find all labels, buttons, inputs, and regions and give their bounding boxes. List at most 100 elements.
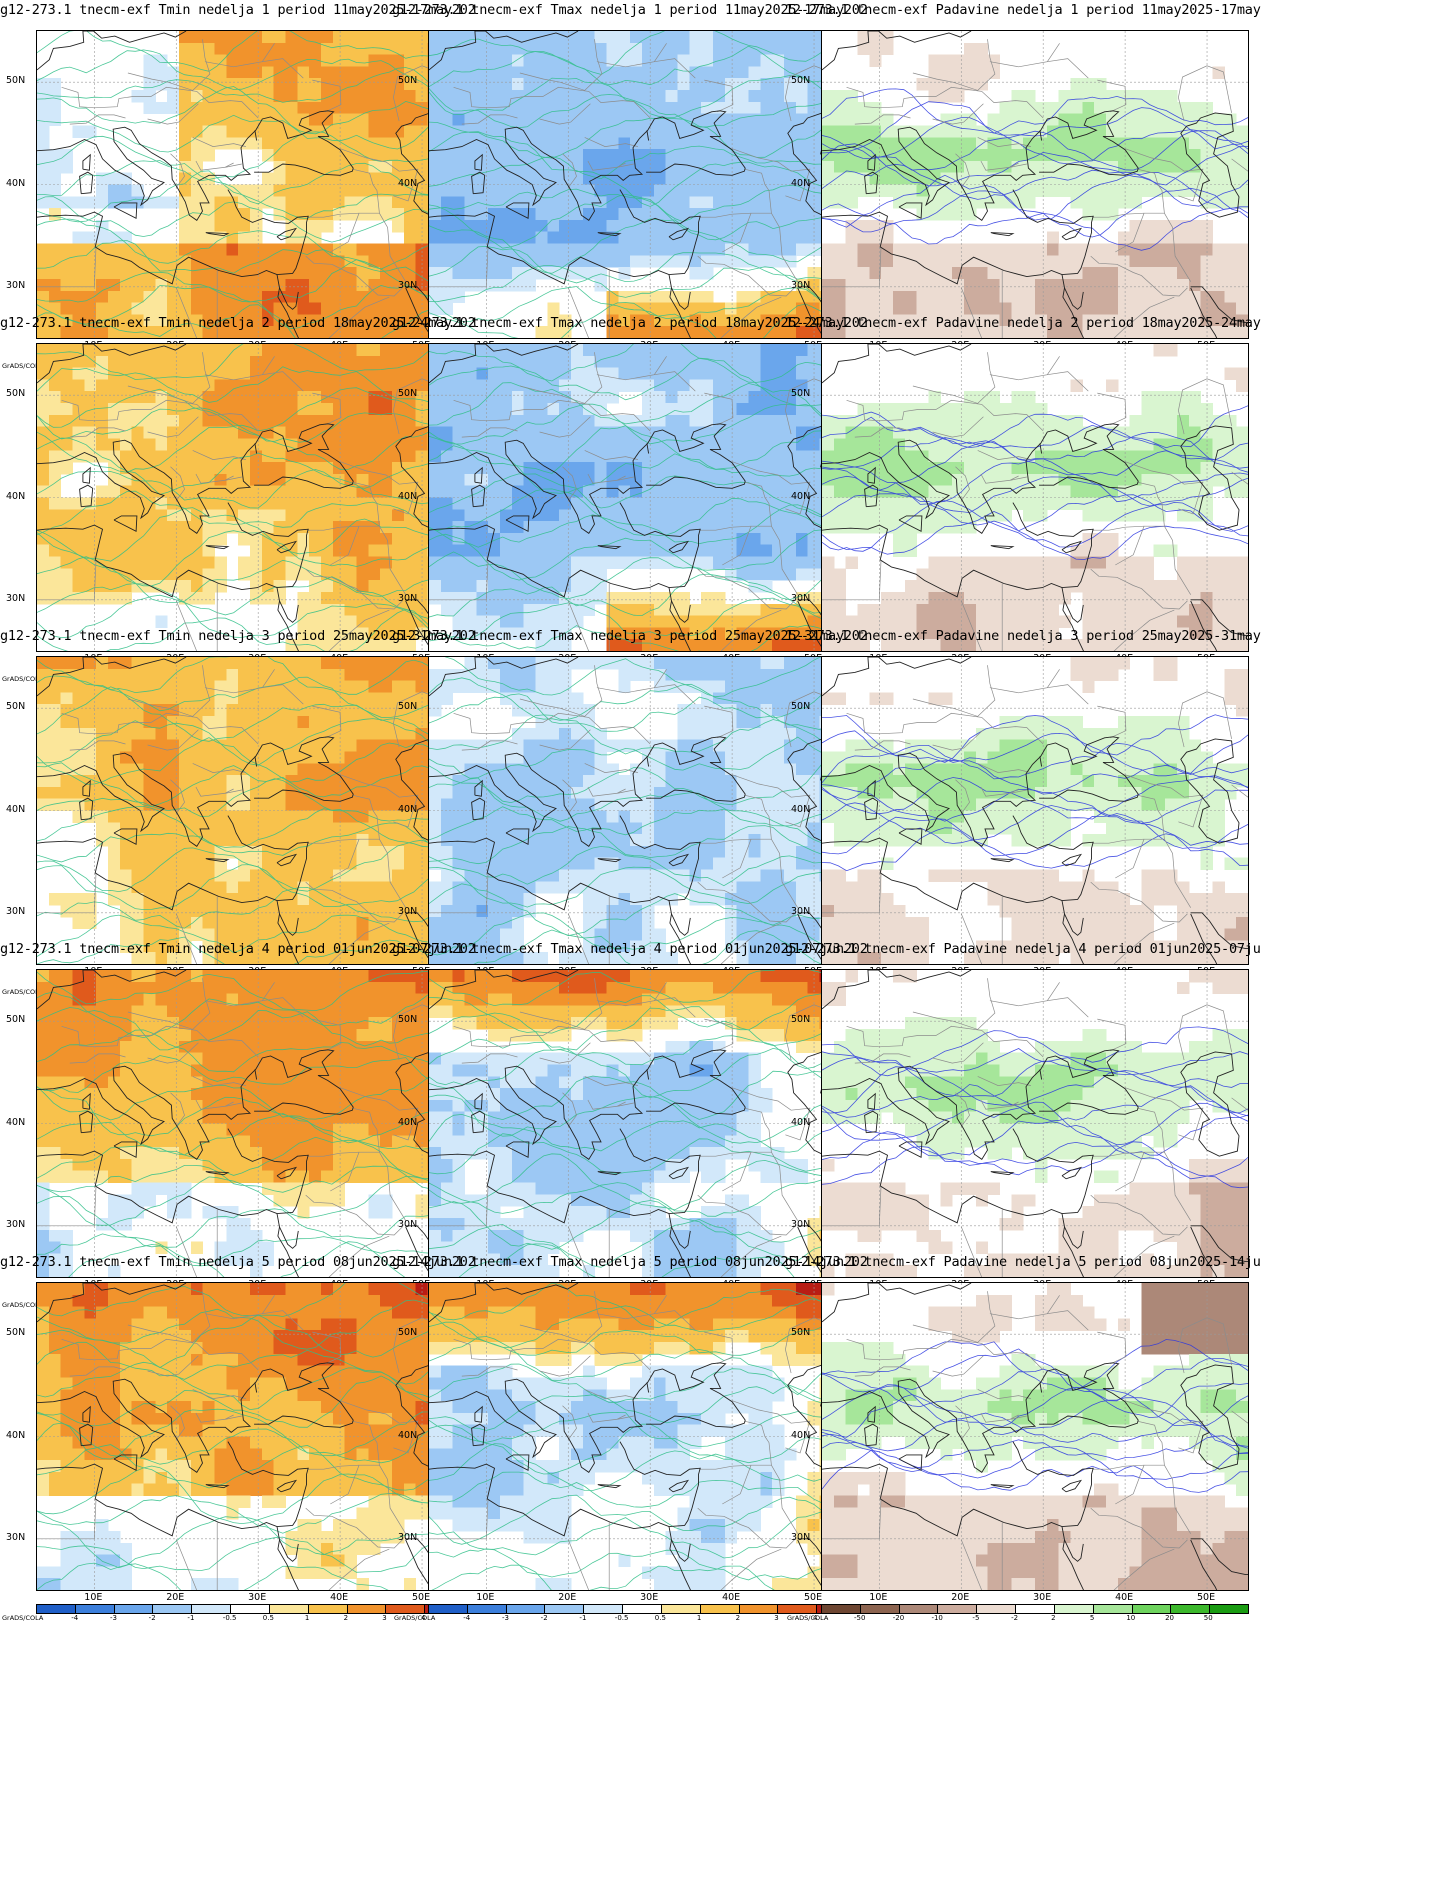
map-plot-area	[821, 969, 1249, 1278]
colorbar-label: 20	[1165, 1614, 1174, 1622]
map-panel-prec-week-2: 12-273.1 tnecm-exf Padavine nedelja 2 pe…	[785, 313, 1263, 692]
longitude-tick-label: 40E	[330, 1592, 349, 1603]
colorbar-swatch	[860, 1605, 900, 1613]
latitude-tick-label: 50N	[791, 701, 811, 713]
graticule	[822, 657, 1248, 964]
latitude-tick-label: 50N	[6, 75, 26, 87]
climatology-contours	[429, 657, 855, 964]
latitude-tick-label: 40N	[791, 803, 811, 815]
anomaly-map	[822, 1283, 1248, 1590]
map-plot-area	[821, 343, 1249, 652]
country-borders	[429, 665, 855, 964]
colorbar-label: -3	[109, 1614, 117, 1622]
longitude-tick-label: 50E	[1196, 1592, 1216, 1603]
panel-title: g12-273.1 tnecm-exf Tmax nedelja 2 perio…	[392, 315, 868, 331]
latitude-tick-label: 40N	[398, 1429, 418, 1441]
colorbar-swatch	[75, 1605, 115, 1613]
map-panel-prec-week-4: g12-273.1 tnecm-exf Padavine nedelja 4 p…	[785, 939, 1263, 1318]
colorbar-label: -2	[1011, 1614, 1019, 1622]
panel-title: g12-273.1 tnecm-exf Tmax nedelja 1 perio…	[392, 2, 868, 18]
colorbar-swatch	[347, 1605, 387, 1613]
map-plot-area	[428, 1282, 856, 1591]
colorbar-swatch	[739, 1605, 779, 1613]
climatology-contours	[37, 1283, 463, 1590]
colorbar-label: 4	[421, 1614, 426, 1622]
colorbar-label: -5	[972, 1614, 980, 1622]
grads-credit: GrADS/COLA	[394, 1614, 436, 1622]
coastlines	[429, 31, 855, 338]
longitude-tick-label: 40E	[722, 1592, 741, 1603]
grads-credit: GrADS/COLA	[2, 362, 44, 370]
map-panel-tmin-week-3: g12-273.1 tnecm-exf Tmin nedelja 3 perio…	[0, 626, 478, 1005]
climatology-contours	[822, 1026, 1248, 1189]
latitude-tick-label: 40N	[791, 490, 811, 502]
latitude-tick-label: 30N	[398, 279, 418, 291]
map-plot-area	[36, 969, 464, 1278]
map-plot-area	[36, 30, 464, 339]
colorbar-swatch	[623, 1605, 662, 1613]
panel-title: g12-273.1 tnecm-exf Tmax nedelja 3 perio…	[392, 628, 868, 644]
graticule	[37, 970, 463, 1277]
colorbar-swatch	[37, 1605, 76, 1613]
anomaly-shading	[822, 31, 1248, 338]
map-panel-tmax-week-5: g12-273.1 tnecm-exf Tmax nedelja 5 perio…	[392, 1252, 870, 1631]
colorbar-label: -0.5	[614, 1614, 629, 1622]
colorbar-swatch	[822, 1605, 861, 1613]
coastlines	[822, 344, 1248, 651]
country-borders	[429, 1291, 855, 1590]
graticule	[37, 1283, 463, 1590]
panel-title: 12-273.1 tnecm-exf Padavine nedelja 2 pe…	[785, 315, 1261, 331]
latitude-tick-label: 50N	[398, 1014, 418, 1026]
latitude-tick-label: 40N	[398, 490, 418, 502]
longitude-tick-label: 50E	[411, 1592, 431, 1603]
anomaly-shading	[37, 31, 463, 338]
colorbar-label: 3	[774, 1614, 779, 1622]
latitude-tick-label: 40N	[791, 177, 811, 189]
latitude-tick-label: 50N	[791, 1327, 811, 1339]
colorbar-label: -1	[187, 1614, 195, 1622]
latitude-tick-label: 30N	[6, 592, 26, 604]
colorbar-swatch	[1132, 1605, 1172, 1613]
latitude-tick-label: 50N	[791, 388, 811, 400]
colorbar-swatch	[467, 1605, 507, 1613]
graticule	[822, 344, 1248, 651]
longitude-tick-label: 30E	[1033, 1592, 1052, 1603]
graticule	[822, 1283, 1248, 1590]
latitude-tick-label: 30N	[791, 1531, 811, 1543]
climatology-contours	[37, 970, 463, 1277]
colorbar-label: 5	[1089, 1614, 1095, 1622]
latitude-tick-label: 50N	[6, 1327, 26, 1339]
map-panel-tmax-week-3: g12-273.1 tnecm-exf Tmax nedelja 3 perio…	[392, 626, 870, 1005]
colorbar-label: 0.5	[654, 1614, 666, 1622]
climatology-contours	[37, 31, 463, 338]
panel-title: g12-273.1 tnecm-exf Tmin nedelja 3 perio…	[0, 628, 476, 644]
colorbar-label: 0.5	[262, 1614, 274, 1622]
climatology-contours	[37, 344, 463, 651]
anomaly-shading	[37, 970, 463, 1277]
colorbar	[821, 1604, 1249, 1614]
map-panel-tmin-week-5: g12-273.1 tnecm-exf Tmin nedelja 5 perio…	[0, 1252, 478, 1631]
country-borders	[37, 39, 463, 338]
map-plot-area	[428, 343, 856, 652]
colorbar-swatch	[1093, 1605, 1133, 1613]
longitude-tick-label: 20E	[558, 1592, 577, 1603]
anomaly-map	[37, 31, 463, 338]
grads-credit: GrADS/COLA	[787, 1614, 829, 1622]
country-borders	[822, 1291, 1248, 1590]
colorbar-swatch	[661, 1605, 701, 1613]
panel-title: g12-273.1 tnecm-exf Tmin nedelja 1 perio…	[0, 2, 476, 18]
colorbar-swatch	[977, 1605, 1017, 1613]
latitude-tick-label: 30N	[791, 905, 811, 917]
colorbar-label: -1	[579, 1614, 587, 1622]
latitude-tick-label: 30N	[6, 1531, 26, 1543]
colorbar-label: -2	[148, 1614, 156, 1622]
colorbar-label: -50	[854, 1614, 866, 1622]
anomaly-shading	[822, 344, 1248, 651]
colorbar-swatch	[584, 1605, 624, 1613]
country-borders	[37, 665, 463, 964]
latitude-tick-label: 30N	[791, 279, 811, 291]
colorbar-label: 4	[813, 1614, 818, 1622]
colorbar-label: 3	[382, 1614, 387, 1622]
map-panel-tmin-week-1: g12-273.1 tnecm-exf Tmin nedelja 1 perio…	[0, 0, 478, 379]
